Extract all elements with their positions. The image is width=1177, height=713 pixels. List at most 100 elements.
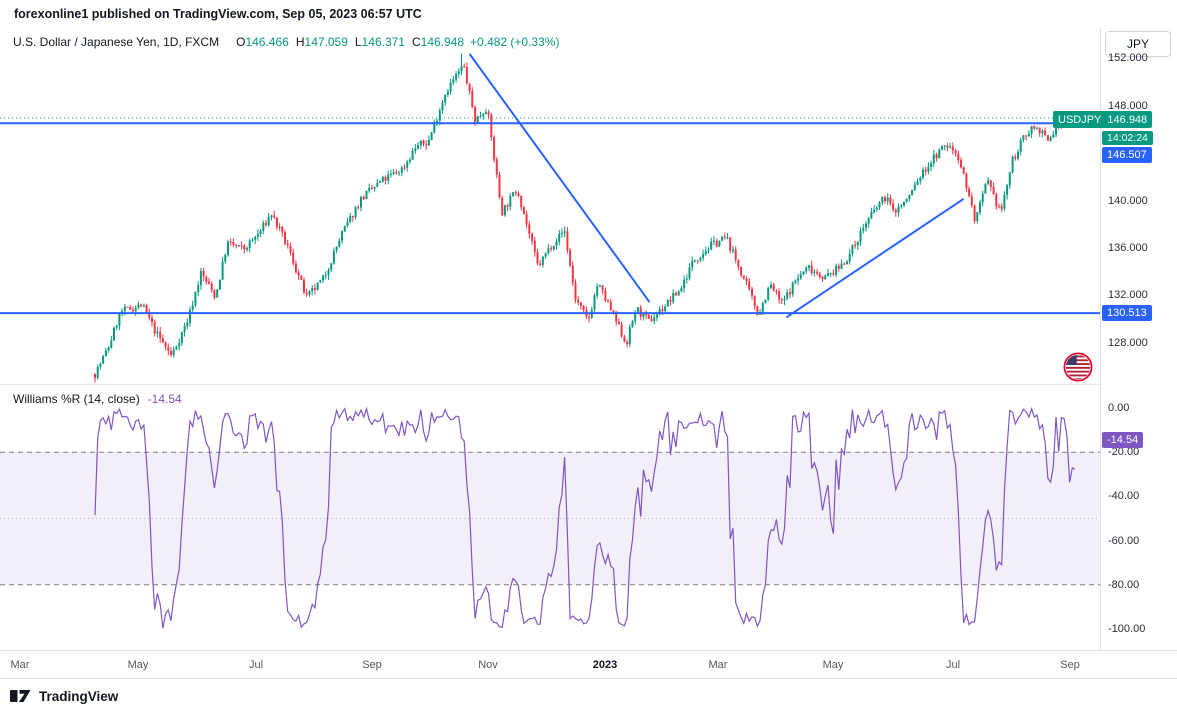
symbol-title[interactable]: U.S. Dollar / Japanese Yen, 1D, FXCM <box>13 35 220 49</box>
time-axis[interactable]: Mar May Jul Sep Nov 2023 Mar May Jul Sep <box>0 650 1177 679</box>
candle <box>476 116 479 123</box>
candle <box>137 304 140 308</box>
candle <box>666 299 669 307</box>
candle <box>360 196 362 208</box>
candle <box>566 231 569 250</box>
candle <box>607 300 610 302</box>
candle <box>653 317 656 321</box>
candle <box>142 305 145 307</box>
candle <box>292 252 295 264</box>
candle <box>1000 206 1003 209</box>
price-tick-label: 136.000 <box>1108 241 1148 254</box>
candle <box>843 263 846 265</box>
candle <box>213 290 216 298</box>
candle <box>140 304 143 307</box>
candle <box>767 287 770 300</box>
candle <box>856 241 859 246</box>
tradingview-logo-text[interactable]: TradingView <box>39 688 119 704</box>
candle <box>373 186 376 189</box>
main-price-pane[interactable] <box>0 28 1100 385</box>
candle <box>425 144 428 146</box>
candle <box>493 137 496 160</box>
candle <box>384 177 387 181</box>
us-flag-icon[interactable] <box>1062 351 1094 383</box>
candle <box>886 197 889 202</box>
candle <box>892 203 895 210</box>
candle <box>512 192 515 197</box>
candle <box>113 327 115 341</box>
candle <box>979 202 981 213</box>
candle <box>775 290 778 292</box>
candle <box>1008 172 1011 186</box>
tradingview-logo-icon[interactable] <box>10 688 32 704</box>
candle <box>438 110 441 121</box>
candle <box>764 299 767 304</box>
uptrend-line[interactable] <box>786 198 964 318</box>
candle <box>311 288 314 292</box>
candle <box>740 267 743 276</box>
candle <box>661 309 664 311</box>
candle <box>273 215 276 218</box>
pane-divider[interactable] <box>0 384 1177 385</box>
currency-unit-button[interactable]: JPY <box>1105 31 1171 57</box>
candle <box>533 240 536 253</box>
candle <box>601 285 604 291</box>
candle <box>748 281 751 289</box>
candle <box>262 223 265 231</box>
candle <box>693 260 696 262</box>
candle <box>761 303 764 313</box>
wr-title[interactable]: Williams %R (14, close) <box>13 392 140 406</box>
candle <box>552 245 555 250</box>
candle <box>417 145 419 149</box>
candle <box>218 279 221 290</box>
low-value: 146.371 <box>361 35 405 49</box>
candle <box>104 350 107 356</box>
candle <box>938 149 941 159</box>
candle <box>509 196 512 207</box>
candle <box>992 186 995 195</box>
candle <box>927 166 930 172</box>
candle <box>751 289 753 296</box>
candle <box>145 305 148 313</box>
candle <box>544 253 547 257</box>
candle <box>463 66 466 68</box>
candle <box>984 183 987 194</box>
williams-r-pane[interactable] <box>0 385 1100 650</box>
candle <box>1017 152 1019 159</box>
candle <box>335 246 338 251</box>
candle <box>270 215 273 217</box>
candle <box>205 276 208 282</box>
open-label: O <box>236 35 246 49</box>
candle <box>148 312 151 318</box>
candle <box>316 282 319 290</box>
candle <box>848 253 851 262</box>
candle <box>151 317 153 323</box>
candle <box>905 199 908 202</box>
candle <box>132 310 134 312</box>
williams-r-line <box>94 406 1076 629</box>
candle <box>495 159 498 175</box>
candle <box>118 313 121 326</box>
candle <box>528 224 531 234</box>
main-pane-legend: U.S. Dollar / Japanese Yen, 1D, FXCM O 146… <box>13 35 559 49</box>
candle <box>742 275 745 279</box>
candle <box>503 205 506 216</box>
candle <box>846 261 848 265</box>
candle <box>422 140 425 145</box>
candle <box>617 321 620 325</box>
downtrend-line[interactable] <box>469 53 650 303</box>
candle <box>354 207 357 218</box>
candle <box>210 283 213 291</box>
high-label: H <box>295 35 305 49</box>
candle <box>932 154 935 164</box>
candle <box>734 249 737 260</box>
candle <box>623 336 626 342</box>
candle <box>189 309 191 323</box>
candle <box>541 256 544 265</box>
candle <box>965 173 968 189</box>
candle <box>560 233 563 234</box>
candle <box>1027 133 1030 137</box>
candle <box>395 172 398 174</box>
candle <box>946 145 949 148</box>
candle <box>851 244 854 254</box>
